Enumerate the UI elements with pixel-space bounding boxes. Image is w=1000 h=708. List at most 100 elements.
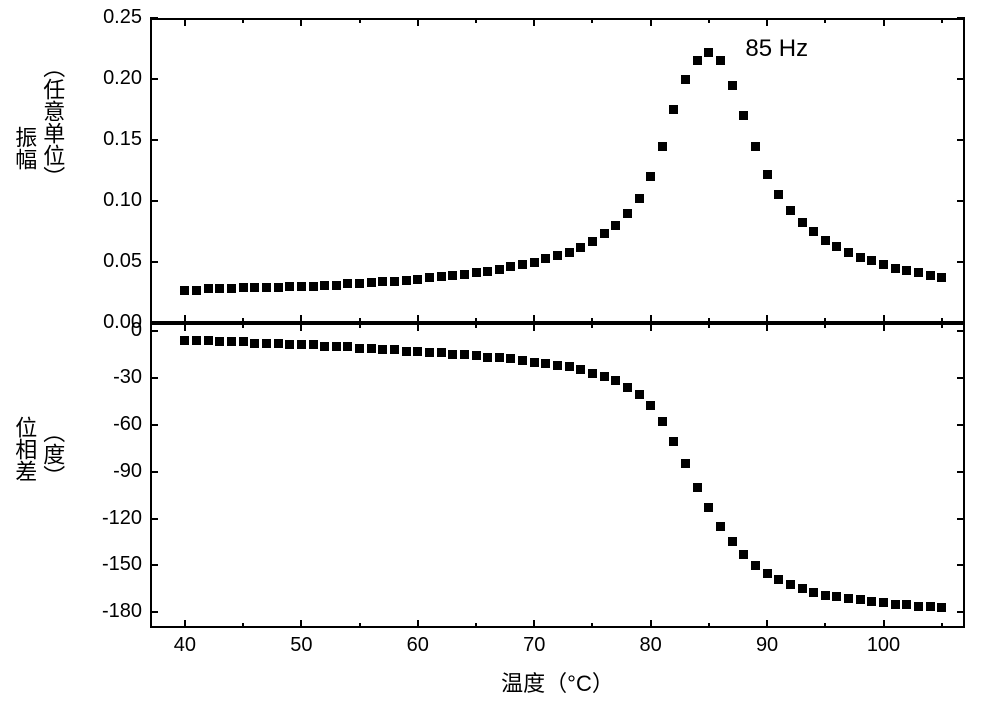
data-marker (448, 350, 457, 359)
axis-tick (475, 323, 477, 328)
axis-tick (957, 611, 965, 613)
data-marker (215, 337, 224, 346)
data-marker (658, 142, 667, 151)
axis-tick (150, 611, 158, 613)
x-tick-label: 60 (398, 634, 438, 657)
axis-tick (708, 18, 710, 23)
data-marker (215, 284, 224, 293)
data-marker (798, 584, 807, 593)
axis-tick (957, 424, 965, 426)
axis-tick (533, 315, 535, 323)
data-marker (646, 172, 655, 181)
axis-tick (824, 18, 826, 23)
data-marker (553, 361, 562, 370)
data-marker (832, 592, 841, 601)
data-marker (565, 362, 574, 371)
data-marker (472, 268, 481, 277)
data-marker (506, 354, 515, 363)
y-tick-label-bottom: -90 (113, 460, 142, 483)
axis-tick (957, 139, 965, 141)
axis-tick (417, 18, 419, 26)
data-marker (937, 273, 946, 282)
phase-y-label: 位相差 (12, 416, 36, 482)
x-tick-label: 40 (165, 634, 205, 657)
data-marker (274, 283, 283, 292)
data-marker (192, 286, 201, 295)
data-marker (751, 142, 760, 151)
data-marker (867, 256, 876, 265)
axis-tick (941, 18, 943, 23)
data-marker (786, 206, 795, 215)
axis-tick (475, 18, 477, 23)
data-marker (716, 56, 725, 65)
axis-tick (650, 323, 652, 331)
data-marker (227, 284, 236, 293)
data-marker (786, 580, 795, 589)
data-marker (402, 276, 411, 285)
axis-tick (242, 623, 244, 628)
axis-tick (883, 315, 885, 323)
data-marker (437, 272, 446, 281)
axis-tick (184, 18, 186, 26)
x-tick-label: 90 (747, 634, 787, 657)
data-marker (832, 242, 841, 251)
axis-tick (957, 261, 965, 263)
data-marker (763, 569, 772, 578)
data-marker (367, 278, 376, 287)
data-marker (669, 105, 678, 114)
data-marker (693, 483, 702, 492)
data-marker (856, 595, 865, 604)
axis-tick (591, 323, 593, 328)
axis-tick (242, 323, 244, 328)
axis-tick (957, 17, 965, 19)
data-marker (460, 270, 469, 279)
axis-tick (824, 323, 826, 328)
data-marker (926, 271, 935, 280)
axis-tick (300, 18, 302, 26)
axis-tick (957, 78, 965, 80)
data-marker (274, 339, 283, 348)
data-marker (600, 372, 609, 381)
x-tick-label: 50 (281, 634, 321, 657)
phase-y-label-unit: （度） (40, 421, 64, 487)
axis-tick (766, 620, 768, 628)
data-marker (728, 537, 737, 546)
data-marker (681, 75, 690, 84)
axis-tick (533, 18, 535, 26)
data-marker (530, 258, 539, 267)
data-marker (844, 248, 853, 257)
data-marker (809, 227, 818, 236)
data-marker (891, 600, 900, 609)
axis-tick (184, 315, 186, 323)
data-marker (728, 81, 737, 90)
axis-tick (883, 323, 885, 331)
data-marker (553, 251, 562, 260)
data-marker (227, 337, 236, 346)
data-marker (448, 271, 457, 280)
axis-tick (650, 18, 652, 26)
y-tick-label-bottom: -180 (102, 600, 142, 623)
axis-tick (957, 330, 965, 332)
axis-tick (591, 18, 593, 23)
data-marker (891, 264, 900, 273)
data-marker (681, 459, 690, 468)
axis-tick (417, 620, 419, 628)
frequency-annotation-text: 85 Hz (745, 35, 808, 62)
data-marker (844, 594, 853, 603)
y-tick-label-bottom: -150 (102, 553, 142, 576)
data-marker (483, 267, 492, 276)
data-marker (250, 283, 259, 292)
data-marker (879, 260, 888, 269)
axis-tick (883, 620, 885, 628)
data-marker (693, 56, 702, 65)
x-tick-label: 80 (631, 634, 671, 657)
data-marker (635, 194, 644, 203)
data-marker (565, 248, 574, 257)
data-marker (926, 602, 935, 611)
axis-tick (150, 518, 158, 520)
data-marker (343, 279, 352, 288)
data-marker (576, 365, 585, 374)
data-marker (739, 550, 748, 559)
data-marker (867, 597, 876, 606)
data-marker (285, 282, 294, 291)
